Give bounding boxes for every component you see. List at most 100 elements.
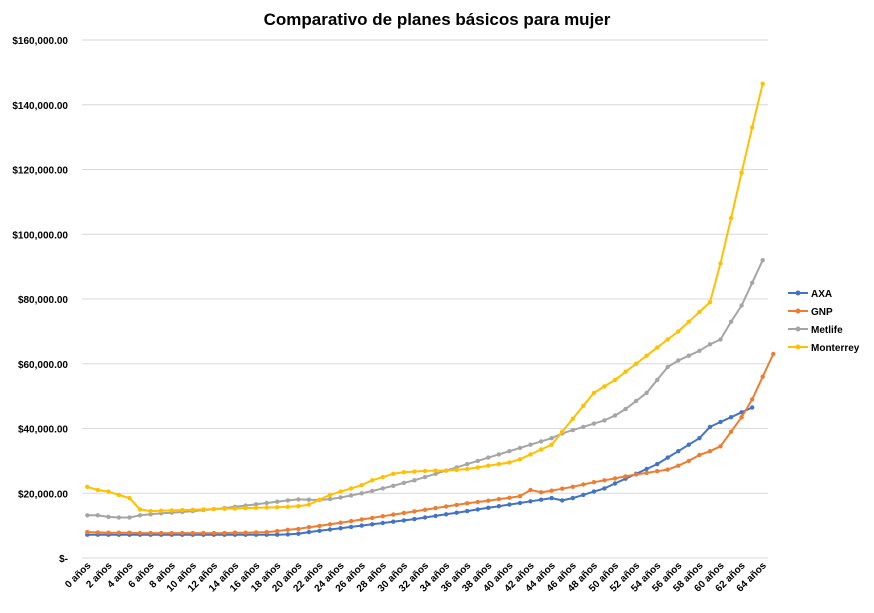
data-point	[549, 436, 554, 441]
data-point	[633, 472, 639, 477]
data-point	[264, 500, 269, 506]
data-point	[707, 449, 713, 454]
data-point	[338, 495, 343, 500]
data-point	[475, 458, 480, 464]
data-point	[496, 452, 502, 457]
data-point	[348, 486, 354, 491]
legend-marker	[795, 308, 801, 314]
data-point	[454, 467, 459, 473]
data-point	[285, 532, 290, 537]
data-point	[718, 444, 723, 449]
data-point	[528, 499, 533, 504]
y-axis-tick-labels: $- $20,000.00 $40,000.00 $60,000.00 $80,000.…	[12, 36, 68, 565]
data-point	[137, 507, 143, 512]
data-point	[623, 406, 628, 412]
data-point	[275, 499, 280, 504]
data-point	[581, 482, 586, 487]
legend-marker	[795, 290, 801, 296]
data-point	[676, 358, 681, 363]
data-point	[306, 502, 312, 507]
data-point	[253, 530, 259, 535]
data-point	[549, 488, 554, 493]
data-point	[528, 442, 533, 447]
legend-item-metlife: Metlife	[788, 325, 843, 336]
data-point	[612, 476, 618, 481]
data-point	[549, 495, 554, 501]
y-tick-label: $-	[59, 554, 68, 565]
data-point	[760, 81, 765, 86]
y-tick-label: $120,000.00	[12, 166, 68, 177]
data-point	[728, 415, 734, 420]
series-lines	[85, 81, 776, 537]
data-point	[655, 345, 660, 350]
data-point	[697, 309, 702, 315]
data-point	[475, 465, 480, 470]
data-point	[264, 505, 269, 510]
data-point	[317, 497, 322, 502]
data-point	[602, 478, 607, 483]
data-point	[612, 481, 618, 486]
data-point	[665, 455, 670, 460]
data-point	[317, 528, 322, 533]
data-point	[750, 280, 755, 285]
data-point	[433, 471, 438, 476]
data-point	[655, 469, 660, 474]
data-point	[95, 487, 101, 493]
legend-label: AXA	[811, 289, 832, 300]
data-point	[507, 460, 512, 465]
data-point	[253, 505, 259, 510]
data-point	[697, 348, 702, 353]
data-point	[412, 516, 417, 522]
data-point	[296, 526, 301, 532]
data-point	[676, 449, 681, 454]
legend-item-monterrey: Monterrey	[788, 343, 860, 354]
data-point	[549, 442, 554, 447]
data-point	[275, 505, 280, 510]
data-point	[116, 492, 122, 498]
data-point	[771, 351, 776, 357]
data-point	[718, 337, 723, 342]
data-point	[517, 457, 523, 462]
legend-label: Metlife	[811, 325, 843, 336]
y-tick-label: $80,000.00	[18, 295, 68, 306]
data-point	[370, 488, 375, 494]
data-point	[486, 505, 491, 510]
data-point	[401, 470, 407, 475]
y-tick-label: $60,000.00	[18, 360, 68, 371]
data-point	[644, 353, 649, 358]
data-point	[686, 319, 691, 324]
y-tick-label: $20,000.00	[18, 489, 68, 500]
data-point	[570, 416, 575, 421]
data-point	[581, 424, 586, 430]
gridlines	[82, 39, 768, 559]
data-point	[465, 501, 470, 506]
data-point	[422, 515, 428, 520]
data-point	[201, 530, 206, 536]
data-point	[285, 498, 290, 503]
series-line	[87, 406, 753, 536]
legend-marker	[795, 326, 801, 332]
data-point	[538, 490, 544, 495]
data-point	[253, 502, 259, 507]
data-point	[380, 514, 385, 519]
data-point	[391, 471, 396, 476]
data-point	[676, 463, 681, 468]
data-point	[707, 424, 713, 430]
data-point	[750, 125, 755, 130]
data-point	[359, 491, 364, 496]
data-point	[380, 520, 385, 526]
data-point	[169, 530, 174, 536]
series-monterrey	[85, 81, 765, 514]
data-point	[380, 486, 385, 491]
data-point	[422, 468, 428, 474]
data-point	[633, 398, 639, 404]
data-point	[507, 502, 512, 507]
data-point	[159, 508, 164, 513]
data-point	[391, 512, 396, 517]
data-point	[127, 515, 132, 520]
data-point	[106, 489, 111, 494]
data-point	[602, 486, 607, 491]
data-point	[370, 522, 375, 527]
data-point	[275, 528, 280, 534]
data-point	[348, 518, 354, 524]
